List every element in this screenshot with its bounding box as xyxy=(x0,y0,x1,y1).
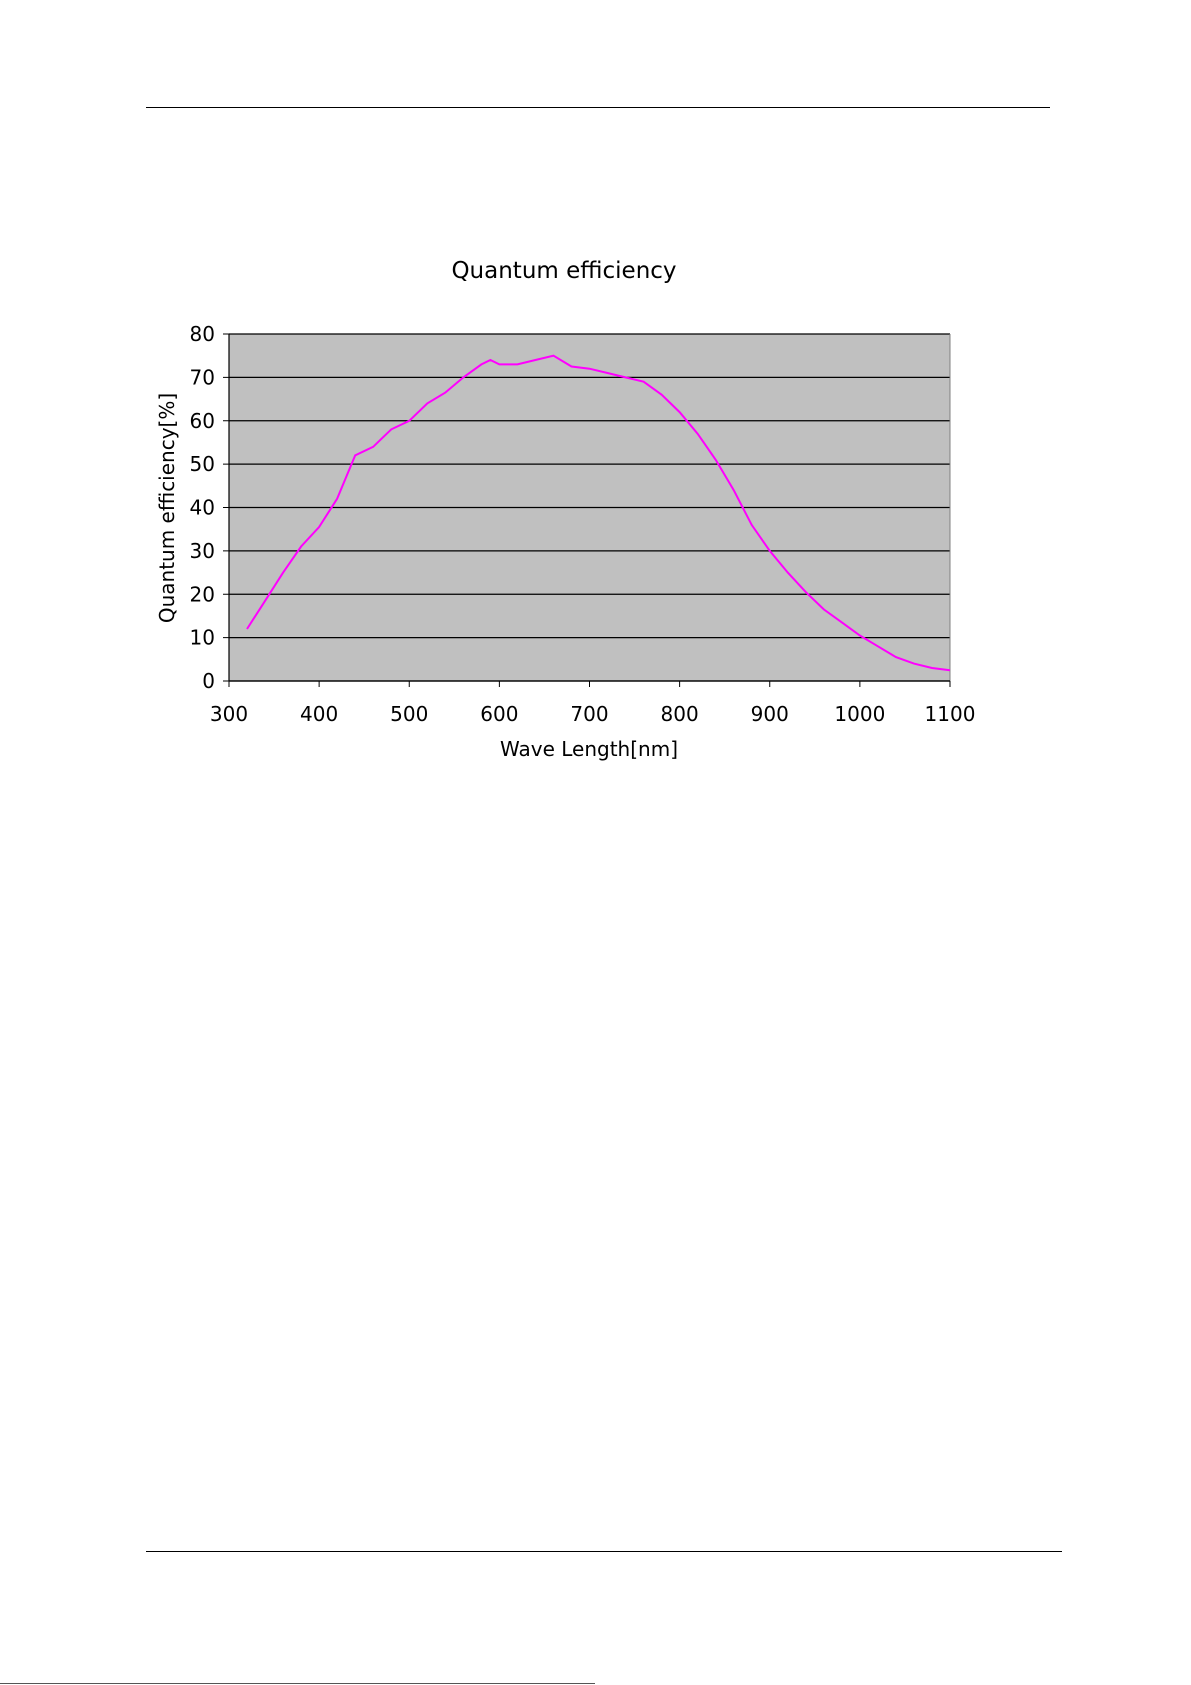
y-axis-label: Quantum efficiency[%] xyxy=(155,393,179,623)
x-tick-label-1000: 1000 xyxy=(834,702,885,726)
y-tick-label-0: 0 xyxy=(202,669,215,693)
y-tick-label-70: 70 xyxy=(190,365,215,389)
x-axis-label: Wave Length[nm] xyxy=(500,737,678,761)
y-tick-label-30: 30 xyxy=(190,539,215,563)
y-axis: 0 10 20 30 40 50 60 70 80 xyxy=(190,322,951,693)
header-rule xyxy=(146,107,1050,108)
quantum-efficiency-chart: Quantum efficiency 0 10 20 30 40 50 60 70 80 300… xyxy=(155,258,976,761)
footer-rule xyxy=(146,1551,1062,1552)
series-line xyxy=(246,354,951,672)
x-tick-label-600: 600 xyxy=(480,702,518,726)
x-tick-label-700: 700 xyxy=(570,702,608,726)
page-edge-rule xyxy=(0,1683,595,1684)
y-tick-label-60: 60 xyxy=(190,409,215,433)
y-tick-label-20: 20 xyxy=(190,582,215,606)
x-tick-label-300: 300 xyxy=(210,702,248,726)
x-axis: 300 400 500 600 700 800 900 1000 1100 xyxy=(210,680,976,726)
y-tick-label-50: 50 xyxy=(190,452,215,476)
x-tick-label-900: 900 xyxy=(751,702,789,726)
x-tick-label-1100: 1100 xyxy=(925,702,976,726)
y-tick-label-80: 80 xyxy=(190,322,215,346)
chart-title: Quantum efficiency xyxy=(451,258,676,284)
x-tick-label-400: 400 xyxy=(300,702,338,726)
y-tick-label-40: 40 xyxy=(190,496,215,520)
y-tick-label-10: 10 xyxy=(190,626,215,650)
x-tick-label-800: 800 xyxy=(661,702,699,726)
x-tick-label-500: 500 xyxy=(390,702,428,726)
